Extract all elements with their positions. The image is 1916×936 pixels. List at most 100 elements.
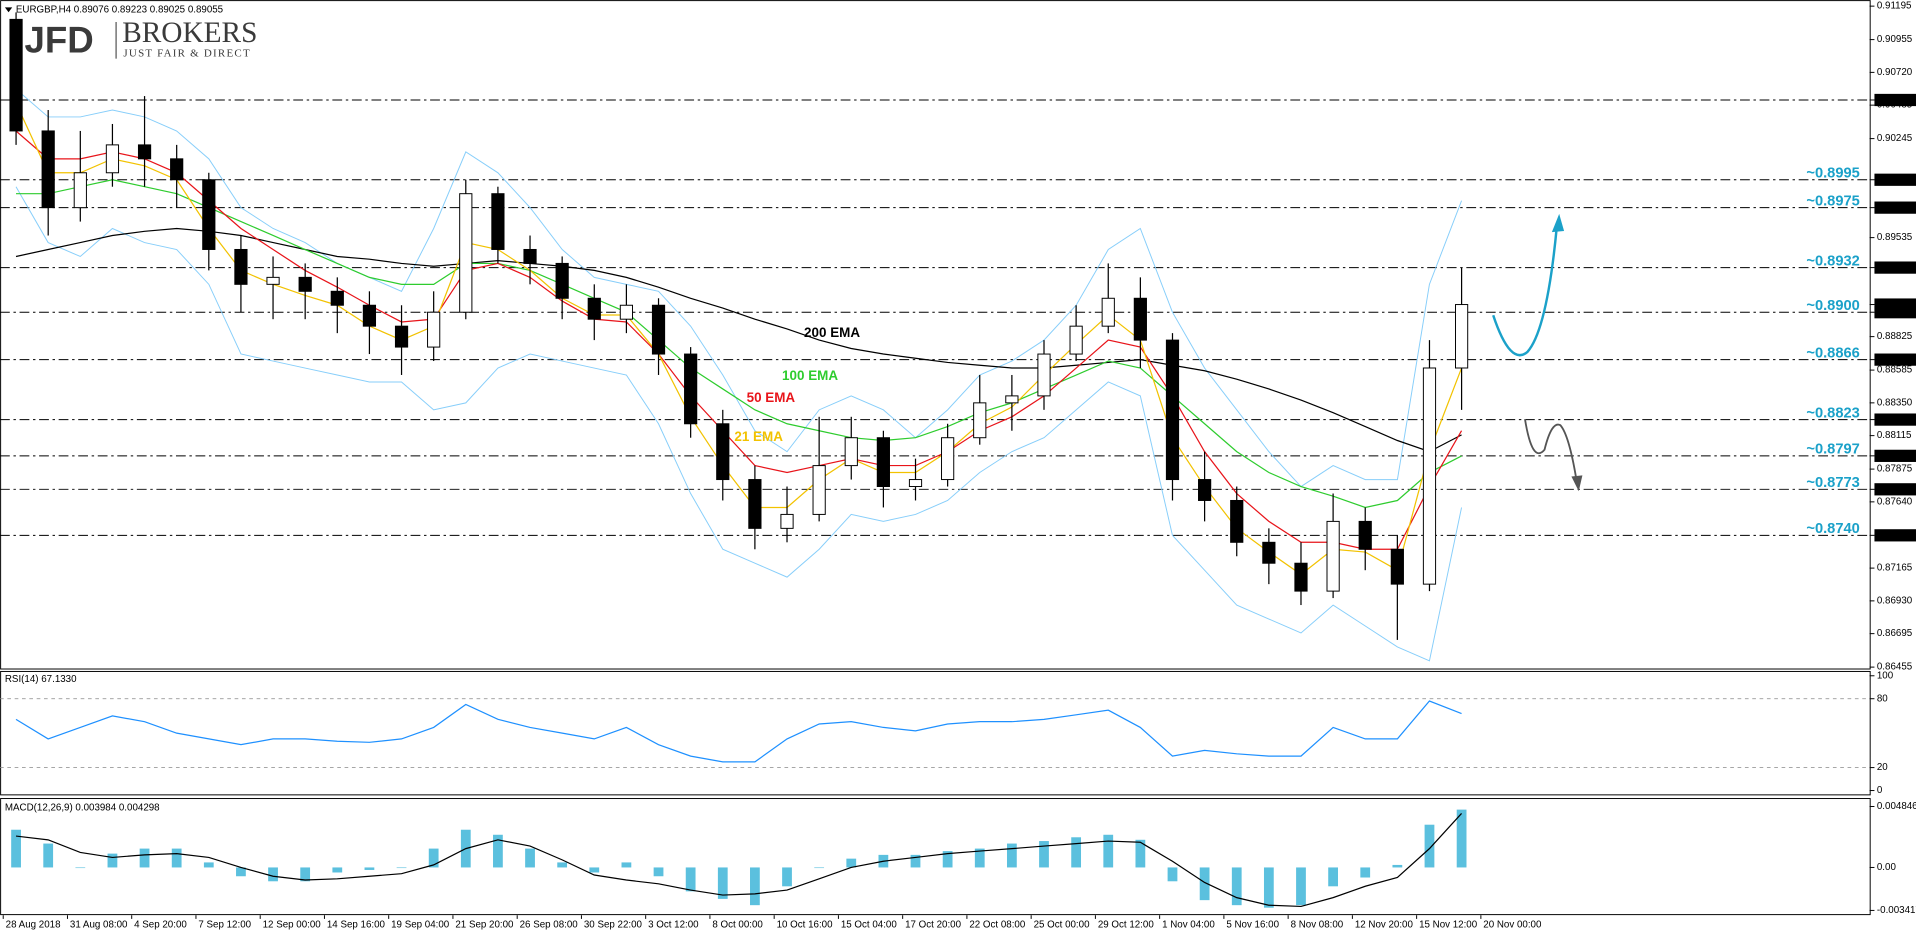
y-tick-box (1874, 529, 1916, 542)
x-tick-label: 22 Oct 08:00 (969, 920, 1025, 931)
candle-body (1133, 297, 1147, 341)
candle-body (716, 423, 730, 481)
candle-body (1294, 562, 1308, 592)
price-panel (0, 0, 1871, 670)
y-tick-box (1874, 173, 1916, 186)
macd-bar (1392, 864, 1403, 868)
y-tick-label: 0.87165 (1877, 563, 1913, 574)
candle-body (1165, 339, 1180, 481)
x-tick-label: 29 Oct 12:00 (1098, 920, 1154, 931)
y-tick-label: 0.89000 (1877, 307, 1913, 318)
candle-body (41, 130, 55, 209)
candle-body (651, 304, 666, 355)
y-tick-label: 0.91195 (1877, 1, 1912, 12)
macd-bar (236, 867, 246, 877)
macd-bar (75, 867, 86, 869)
bearish-arrow (1524, 418, 1578, 480)
macd-bar (974, 848, 985, 868)
y-tick-label: 0.88825 (1877, 331, 1913, 342)
macd-bar (1103, 834, 1114, 868)
level-label: ~0.8773 (1806, 475, 1859, 491)
candle-body (780, 513, 794, 529)
candle-body (684, 353, 698, 425)
level-label: ~0.8995 (1806, 166, 1859, 182)
candle-body (491, 193, 505, 250)
macd-bar (43, 843, 54, 868)
y-tick-label: 0.88660 (1877, 354, 1913, 365)
macd-bar (139, 848, 150, 868)
macd-bar (11, 829, 21, 868)
logo-name: BROKERS (122, 17, 257, 49)
x-tick-label: 31 Aug 08:00 (70, 920, 128, 931)
x-tick-label: 20 Nov 00:00 (1483, 920, 1542, 931)
y-tick-label: 0.89950 (1877, 174, 1913, 185)
x-tick-label: 7 Sep 12:00 (198, 920, 251, 931)
y-tick-label: 0.89535 (1877, 232, 1913, 243)
macd-bar (525, 848, 535, 868)
macd-bar (364, 867, 375, 870)
macd-bar (1231, 867, 1242, 906)
candle-body (619, 304, 634, 320)
x-tick-label: 17 Oct 20:00 (905, 920, 961, 931)
x-tick-label: 12 Nov 20:00 (1355, 920, 1414, 931)
candle-body (105, 144, 120, 174)
x-tick-label: 10 Oct 16:00 (777, 920, 833, 931)
logo-tagline: JUST FAIR & DIRECT (123, 47, 250, 59)
candle-body (1069, 325, 1083, 355)
y-tick-label: 0.90522 (1877, 95, 1912, 106)
x-tick-label: 30 Sep 22:00 (584, 920, 643, 931)
y-tick-label: 0.87400 (1877, 530, 1913, 541)
y-tick-label: 0 (1877, 785, 1883, 796)
y-tick-box (1874, 353, 1916, 366)
candle-body (1230, 499, 1244, 543)
macd-bar (1199, 867, 1210, 901)
x-tick-label: 26 Sep 08:00 (520, 920, 579, 931)
y-tick-label: 0.87970 (1877, 450, 1913, 461)
macd-bar (1071, 837, 1082, 868)
macd-bar (1296, 867, 1306, 906)
y-tick-label: 0.89750 (1877, 202, 1913, 213)
candle-body (1358, 520, 1372, 550)
y-tick-label: 0.86695 (1877, 628, 1913, 639)
macd-bar (717, 867, 728, 899)
macd-bar (1006, 843, 1017, 868)
y-tick-box (1874, 298, 1916, 311)
header-arrow (4, 7, 13, 13)
candle-body (1005, 395, 1019, 404)
x-tick-label: 21 Sep 20:00 (455, 920, 514, 931)
y-tick-label: 0.86455 (1877, 662, 1913, 673)
x-tick-label: 1 Nov 04:00 (1162, 920, 1215, 931)
candle-body (1390, 548, 1404, 585)
candle-body (1101, 297, 1115, 327)
header: EURGBP,H4 0.89076 0.89223 0.89025 0.8905… (16, 4, 224, 15)
macd-bar (1456, 809, 1467, 868)
ema-label: 21 EMA (734, 429, 783, 444)
candle-body (587, 297, 601, 320)
macd-bar (1360, 867, 1371, 878)
ema-line (15, 130, 1463, 550)
rsi-line (15, 700, 1462, 763)
ema-label: 100 EMA (782, 368, 838, 383)
macd-bar (396, 867, 407, 869)
candle-body (1422, 367, 1437, 585)
candle-body (1455, 304, 1469, 369)
rsi-title: RSI(14) 67.1330 (5, 674, 77, 685)
candle-body (1037, 353, 1051, 397)
macd-bar (1039, 841, 1049, 868)
macd-bar (428, 848, 439, 868)
candle-body (844, 437, 858, 467)
candle-body (523, 248, 537, 264)
y-tick-box (1874, 483, 1916, 496)
y-tick-box (1874, 93, 1916, 107)
macd-signal (15, 813, 1463, 908)
macd-bar (653, 867, 664, 877)
y-tick-label: 0.87640 (1877, 496, 1913, 507)
x-tick-label: 19 Sep 04:00 (391, 920, 450, 931)
macd-bar (493, 834, 503, 868)
candle-body (1326, 520, 1340, 592)
y-tick-label: 0.87730 (1877, 484, 1913, 495)
macd-bar (1328, 867, 1338, 887)
macd-bar (589, 867, 600, 873)
candle-body (73, 172, 87, 209)
